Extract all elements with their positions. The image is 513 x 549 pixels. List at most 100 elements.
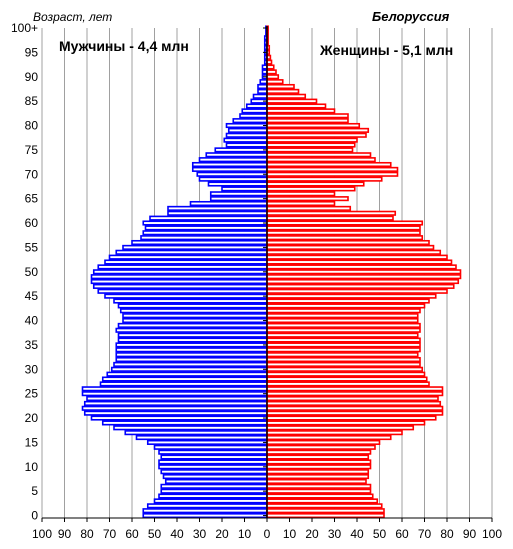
male-bar — [90, 415, 268, 421]
female-bar — [266, 137, 358, 143]
y-tick-label: 60 — [25, 216, 39, 230]
female-bar — [266, 225, 421, 231]
x-tick-label: 10 — [238, 527, 252, 541]
female-bar — [266, 88, 300, 94]
female-bar — [266, 493, 374, 499]
male-bar — [113, 425, 268, 431]
male-bar — [142, 220, 268, 226]
y-tick-label: 40 — [25, 314, 39, 328]
female-bar — [266, 381, 430, 387]
male-bar — [162, 473, 268, 480]
female-bar — [266, 449, 372, 455]
female-bar — [266, 298, 430, 304]
female-bar — [266, 205, 352, 211]
male-bar — [209, 191, 268, 197]
female-bar — [266, 425, 415, 431]
female-bar — [266, 317, 419, 324]
male-bar — [167, 205, 268, 211]
female-bar — [266, 171, 399, 177]
x-tick-label: 10 — [283, 527, 297, 541]
male-bar — [115, 352, 268, 358]
male-bar — [158, 449, 268, 455]
female-bar — [266, 503, 383, 509]
female-bar — [266, 444, 376, 450]
female-bar — [266, 356, 421, 363]
y-tick-label: 35 — [25, 338, 39, 352]
female-bar — [266, 483, 372, 489]
female-bar — [266, 118, 349, 124]
female-bar — [266, 366, 424, 372]
male-bar — [257, 88, 268, 94]
female-bar — [266, 186, 356, 192]
y-tick-label: 55 — [25, 240, 39, 254]
male-bar — [117, 322, 268, 328]
male-bar — [221, 186, 268, 192]
male-bar — [108, 254, 268, 260]
male-bar — [205, 152, 268, 158]
female-bar — [266, 147, 354, 153]
female-bar — [266, 337, 421, 343]
female-bar — [266, 181, 365, 187]
female-bar — [266, 376, 428, 382]
female-bar — [266, 473, 370, 480]
female-bar — [266, 249, 442, 255]
female-bar — [266, 405, 444, 411]
female-bar — [266, 264, 457, 270]
male-bar — [92, 283, 268, 289]
female-bar — [266, 79, 284, 85]
male-bar — [117, 303, 268, 309]
male-bar — [110, 366, 268, 372]
male-bar — [146, 503, 268, 509]
female-bar — [266, 239, 430, 246]
female-bar — [266, 459, 372, 465]
male-bar — [101, 420, 268, 426]
female-bar — [266, 478, 367, 484]
male-bar — [207, 181, 268, 187]
x-tick-label: 90 — [58, 527, 72, 541]
female-bar — [266, 361, 421, 367]
female-bar — [266, 415, 437, 421]
male-bar — [104, 293, 268, 299]
male-bar — [90, 278, 268, 285]
male-bar — [113, 298, 268, 304]
female-bar — [266, 269, 462, 275]
male-bar — [86, 395, 268, 402]
x-tick-labels: 100 90 80 70 60 50 40 30 20 10 0 10 20 30 40 50 60 70 80 90… — [32, 527, 502, 541]
female-bar — [266, 322, 421, 328]
female-bar — [266, 152, 372, 158]
x-tick-label: 100 — [32, 527, 52, 541]
female-bar — [266, 342, 421, 348]
y-tick-label: 90 — [25, 70, 39, 84]
x-tick-label: 60 — [395, 527, 409, 541]
y-tick-label: 75 — [25, 143, 39, 157]
male-bar — [149, 215, 268, 221]
female-bar — [266, 103, 327, 109]
female-bar — [266, 288, 448, 294]
male-bar — [115, 347, 268, 353]
female-bar — [266, 230, 421, 236]
male-bar — [83, 410, 268, 416]
male-bar — [104, 259, 268, 265]
male-bar — [83, 400, 268, 406]
male-bar — [160, 488, 268, 494]
female-bar — [266, 464, 372, 470]
female-bar — [266, 210, 397, 216]
male-bar — [115, 249, 268, 255]
x-tick-label: 30 — [193, 527, 207, 541]
x-tick-label: 90 — [463, 527, 477, 541]
male-bar — [160, 483, 268, 489]
female-bar — [266, 132, 367, 138]
male-bar — [214, 147, 268, 153]
y-tick-label: 70 — [25, 167, 39, 181]
male-bar — [106, 371, 268, 377]
male-bar — [115, 327, 268, 333]
male-bar — [122, 317, 268, 324]
female-bar — [266, 308, 421, 314]
male-bar — [81, 405, 268, 411]
y-tick-label: 95 — [25, 45, 39, 59]
female-bar — [266, 166, 399, 172]
female-bar — [266, 430, 403, 436]
y-tick-label: 85 — [25, 94, 39, 108]
female-bar — [266, 254, 448, 260]
male-bar — [189, 200, 268, 207]
